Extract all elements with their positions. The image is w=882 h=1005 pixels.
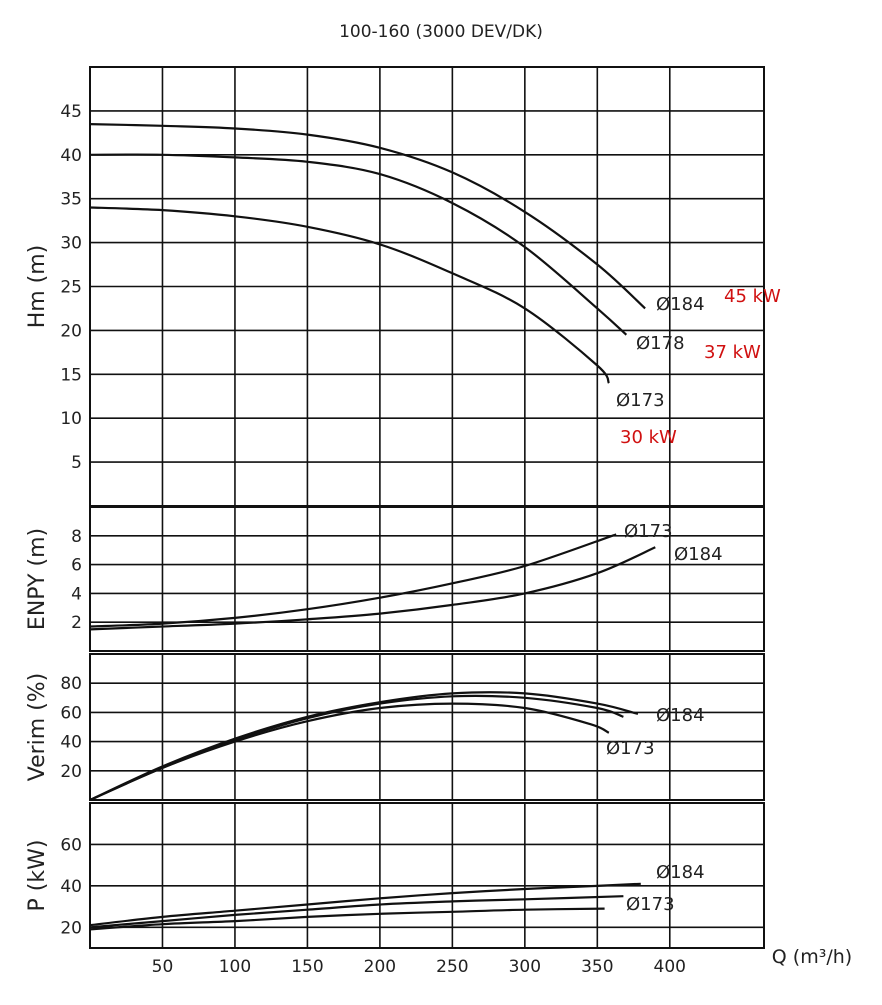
chart-title: 100-160 (3000 DEV/DK)	[339, 22, 543, 42]
x-tick-label: 200	[364, 957, 396, 977]
x-tick-label: 250	[436, 957, 468, 977]
enpy-series-line-0	[89, 533, 617, 628]
hm-ytick-label: 30	[60, 234, 82, 254]
hm-curve-label: Ø173	[616, 390, 665, 411]
hm-ytick-label: 35	[60, 190, 82, 210]
x-tick-label: 300	[509, 957, 541, 977]
hm-ytick-label: 40	[60, 146, 82, 166]
enpy-ytick-label: 4	[71, 584, 82, 604]
hm-ytick-label: 25	[60, 278, 82, 298]
enpy-curve-label: Ø173	[624, 521, 673, 542]
enpy-y-axis-label: ENPY (m)	[25, 528, 50, 630]
enpy-ytick-label: 8	[71, 527, 82, 547]
verim-plot-frame	[89, 653, 765, 801]
motor-power-label: 30 kW	[620, 427, 677, 448]
hm-curve-label: Ø178	[636, 333, 685, 354]
power-y-axis-label: P (kW)	[25, 840, 50, 912]
verim-ytick-label: 40	[60, 733, 82, 753]
power-ytick-label: 60	[60, 835, 82, 855]
enpy-ytick-label: 6	[71, 556, 82, 576]
power-series-line-0	[89, 882, 641, 927]
hm-curve-label: Ø184	[656, 294, 705, 315]
enpy-series-line-1	[89, 546, 656, 631]
hm-ytick-label: 45	[60, 102, 82, 122]
x-axis-label: Q (m³/h)	[772, 946, 852, 968]
verim-curve-label: Ø184	[656, 705, 705, 726]
verim-ytick-label: 20	[60, 762, 82, 782]
hm-series-line-0	[89, 123, 646, 310]
enpy-ytick-label: 2	[71, 613, 82, 633]
hm-series-line-1	[89, 153, 628, 336]
power-series-line-1	[89, 895, 624, 929]
verim-series-line-0	[89, 691, 639, 801]
enpy-plot-frame	[89, 506, 765, 652]
x-tick-label: 100	[219, 957, 251, 977]
verim-curve-label: Ø173	[606, 738, 655, 759]
verim-ytick-label: 80	[60, 674, 82, 694]
power-series-line-2	[89, 907, 605, 931]
hm-y-axis-label: Hm (m)	[25, 245, 50, 329]
power-curve-label: Ø184	[656, 862, 705, 883]
power-plot-frame	[89, 802, 765, 949]
hm-ytick-label: 15	[60, 365, 82, 385]
hm-series-line-2	[89, 206, 610, 384]
power-ytick-label: 40	[60, 877, 82, 897]
motor-power-label: 45 kW	[724, 286, 781, 307]
motor-power-label: 37 kW	[704, 342, 761, 363]
x-tick-label: 350	[581, 957, 613, 977]
enpy-curve-label: Ø184	[674, 544, 723, 565]
power-curve-label: Ø173	[626, 894, 675, 915]
x-tick-label: 50	[152, 957, 174, 977]
verim-y-axis-label: Verim (%)	[25, 673, 50, 782]
x-tick-label: 150	[291, 957, 323, 977]
verim-series-line-2	[89, 702, 610, 802]
power-ytick-label: 20	[60, 918, 82, 938]
x-tick-label: 400	[654, 957, 686, 977]
hm-ytick-label: 10	[60, 409, 82, 429]
hm-ytick-label: 20	[60, 321, 82, 341]
verim-ytick-label: 60	[60, 703, 82, 723]
hm-ytick-label: 5	[71, 453, 82, 473]
